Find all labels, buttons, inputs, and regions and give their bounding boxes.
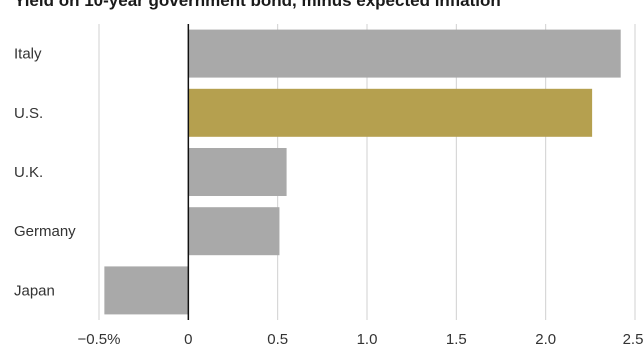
category-labels: Italy U.S. U.K. Germany Japan [14, 46, 76, 300]
bar [104, 266, 189, 315]
x-tick-label: 0.5 [267, 331, 288, 348]
bar [188, 207, 280, 256]
x-tick-label: −0.5% [78, 331, 121, 348]
category-label: U.K. [14, 164, 43, 181]
x-tick-label: 2.5 [623, 331, 644, 348]
x-tick-labels: −0.5% 0 0.5 1.0 1.5 2.0 2.5 [78, 331, 644, 348]
bar [188, 148, 287, 196]
bar [188, 29, 621, 78]
x-tick-label: 1.0 [357, 331, 378, 348]
chart-title: Yield on 10-year government bond, minus … [14, 0, 501, 10]
x-tick-label: 2.0 [535, 331, 556, 348]
category-label: Japan [14, 282, 55, 299]
x-tick-label: 1.5 [446, 331, 467, 348]
x-tick-label: 0 [184, 331, 192, 348]
bar [188, 88, 593, 137]
category-label: Germany [14, 223, 76, 240]
category-label: U.S. [14, 105, 43, 122]
category-label: Italy [14, 46, 42, 63]
bar-layer [104, 29, 621, 315]
